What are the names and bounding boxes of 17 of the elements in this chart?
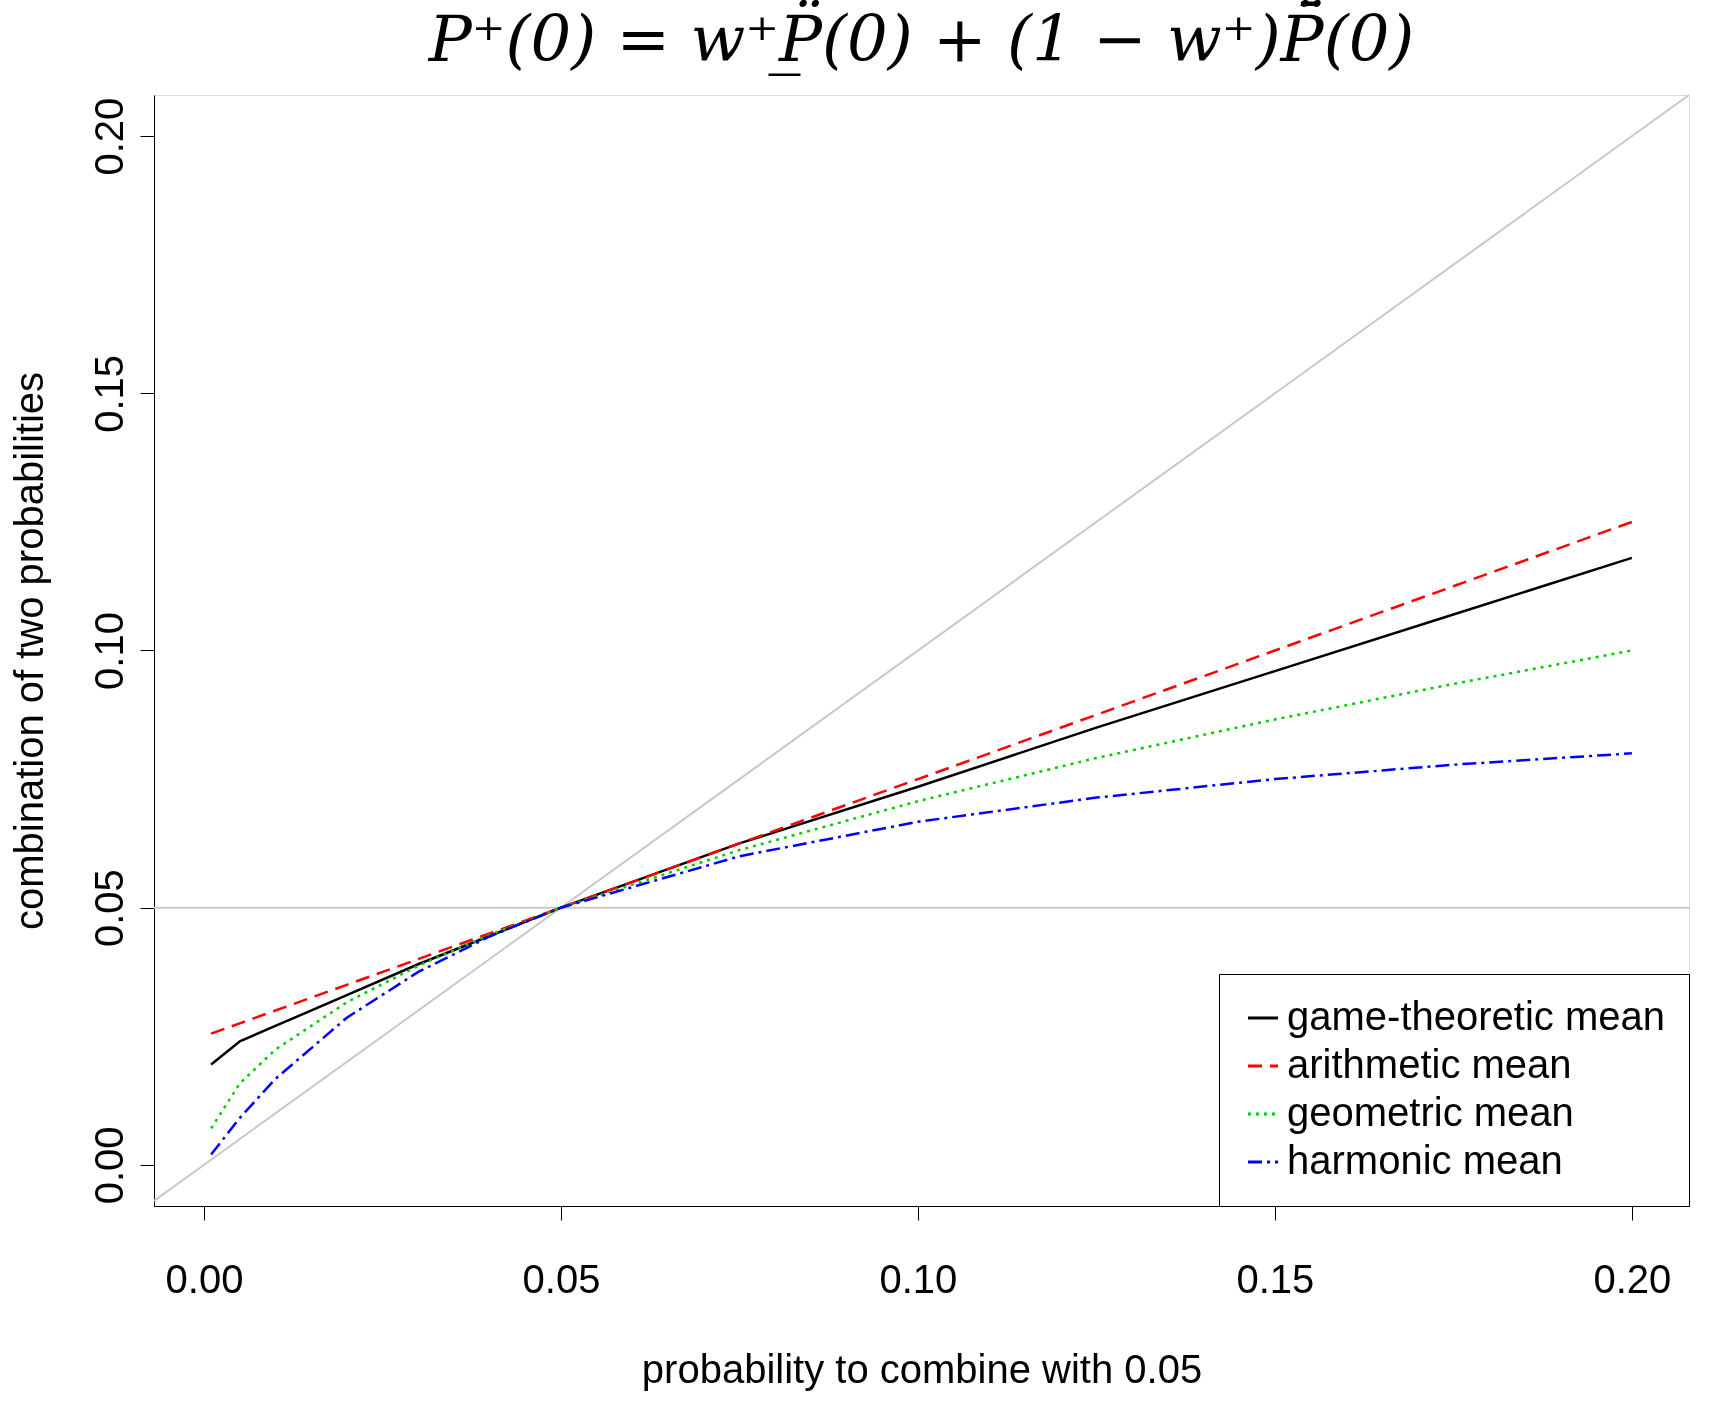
y-tick-label: 0.20 [86,97,131,176]
x-tick-label: 0.10 [879,1256,958,1301]
legend-label: harmonic mean [1287,1138,1563,1182]
legend-label: game-theoretic mean [1287,994,1665,1038]
y-tick-label: 0.15 [86,354,131,433]
x-tick-label: 0.15 [1236,1256,1315,1301]
y-tick-label: 0.10 [86,612,131,690]
y-tick-label: 0.00 [86,1126,131,1205]
y-axis-title: combination of two probabilities [6,371,51,931]
chart-title: P⁺(0) = w⁺P̲̈(0) + (1 − w⁺)P̄̈(0) [427,0,1415,76]
x-tick-label: 0.05 [522,1256,601,1301]
legend-label: geometric mean [1287,1090,1574,1134]
y-tick-label: 0.05 [86,869,131,948]
x-tick-label: 0.20 [1593,1256,1672,1301]
legend-label: arithmetic mean [1287,1042,1572,1086]
x-axis-title: probability to combine with 0.05 [641,1346,1203,1391]
x-tick-label: 0.00 [165,1256,244,1301]
